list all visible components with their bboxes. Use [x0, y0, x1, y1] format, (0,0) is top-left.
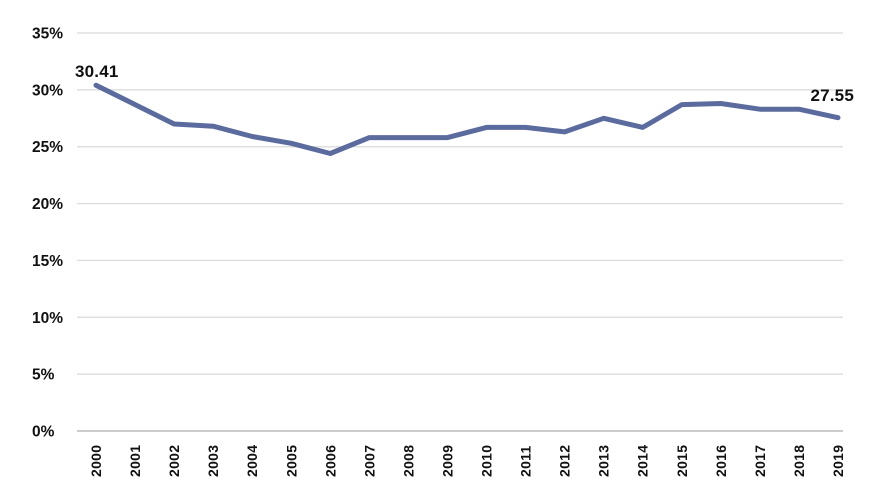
x-axis-tick-label: 2001 [127, 445, 143, 477]
x-axis-tick-label: 2009 [439, 445, 455, 477]
y-axis-tick-label: 20% [32, 196, 63, 213]
series-line [93, 82, 841, 156]
x-axis-tick-label: 2012 [557, 445, 573, 477]
x-axis-tick-label: 2011 [518, 445, 534, 477]
x-axis-tick-label: 2002 [166, 445, 182, 477]
y-axis-tick-label: 25% [32, 139, 63, 156]
x-axis-tick-label: 2010 [479, 445, 495, 477]
x-axis-tick-label: 2018 [791, 445, 807, 477]
y-axis-tick-label: 15% [32, 253, 63, 270]
x-axis-tick-label: 2014 [635, 445, 651, 477]
y-axis-tick-label: 30% [32, 82, 63, 99]
x-axis-tick-label: 2005 [283, 445, 299, 477]
x-axis-tick-label: 2017 [752, 445, 768, 477]
y-axis-tick-label: 0% [32, 424, 55, 441]
data-label-end-value: 27.55 [810, 85, 854, 105]
data-label-start-value: 30.41 [75, 62, 119, 82]
y-axis-tick-label: 10% [32, 310, 63, 327]
x-axis-tick-label: 2004 [244, 445, 260, 477]
y-axis-tick-label: 35% [32, 26, 63, 43]
x-axis-tick-label: 2015 [674, 445, 690, 477]
x-axis-tick-label: 2008 [400, 445, 416, 477]
x-axis-tick-label: 2006 [322, 445, 338, 477]
x-axis-tick-label: 2019 [830, 445, 846, 477]
x-axis-tick-label: 2016 [713, 445, 729, 477]
y-axis-tick-label: 5% [32, 367, 55, 384]
x-axis-tick-label: 2013 [596, 445, 612, 477]
x-axis-tick-label: 2003 [205, 445, 221, 477]
x-axis-tick-label: 2000 [88, 445, 104, 477]
x-axis-tick-label: 2007 [361, 445, 377, 477]
